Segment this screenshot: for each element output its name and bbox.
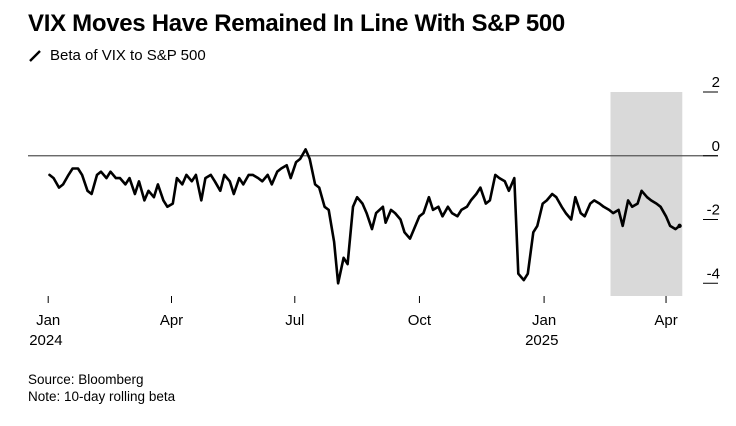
x-tick-label: Jan: [532, 312, 556, 329]
y-tick-label: -2: [707, 202, 720, 219]
series-line-beta: [48, 148, 681, 285]
x-tick-label: Oct: [408, 312, 432, 329]
x-tick-label: Apr: [160, 312, 183, 329]
legend-label: Beta of VIX to S&P 500: [50, 47, 206, 64]
y-tick-label: 0: [712, 138, 720, 155]
source-note: Source: Bloomberg: [28, 372, 144, 387]
legend: Beta of VIX to S&P 500: [28, 47, 206, 64]
x-tick-label: Jul: [285, 312, 304, 329]
y-tick-label: 2: [712, 74, 720, 91]
y-tick-label: -4: [707, 265, 720, 282]
footnote: Note: 10-day rolling beta: [28, 389, 176, 404]
x-tick-label: Apr: [654, 312, 677, 329]
series-end-point: [677, 223, 682, 229]
x-tick-label: Jan: [36, 312, 60, 329]
legend-line-swatch: [29, 49, 41, 62]
chart-title: VIX Moves Have Remained In Line With S&P…: [28, 10, 565, 37]
x-tick-year-label: 2025: [525, 332, 558, 349]
x-tick-year-label: 2024: [29, 332, 62, 349]
shaded-region: [610, 92, 683, 296]
